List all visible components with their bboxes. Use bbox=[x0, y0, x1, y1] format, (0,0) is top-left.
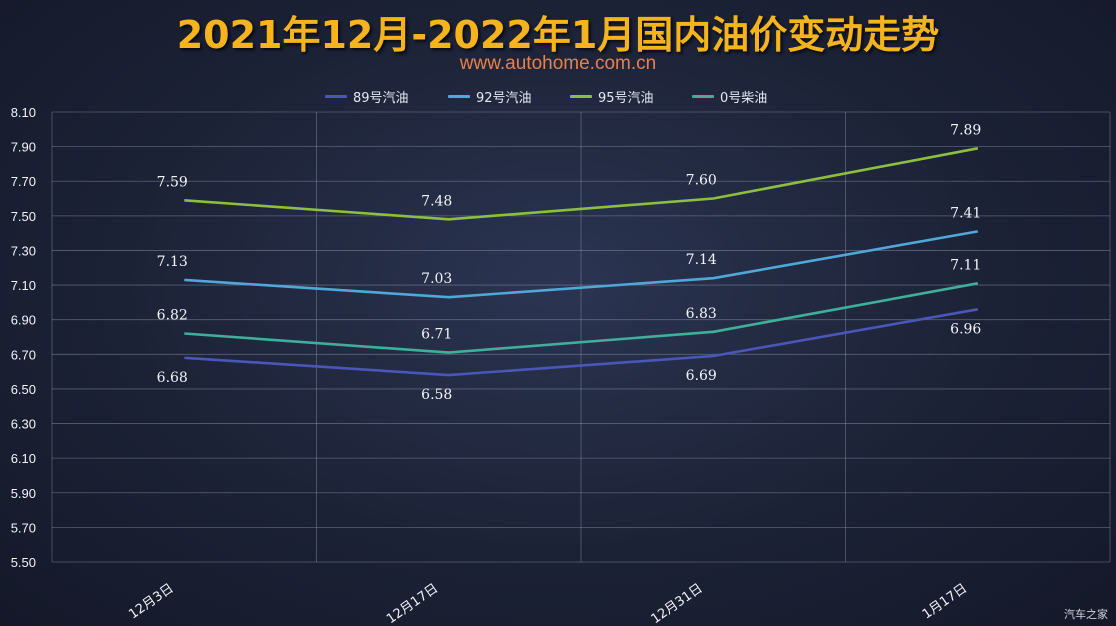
data-label-95: 7.60 bbox=[686, 173, 717, 189]
legend-item-95: 95号汽油 bbox=[570, 86, 654, 106]
y-tick-label: 7.30 bbox=[11, 243, 36, 258]
legend-label-95: 95号汽油 bbox=[598, 90, 654, 106]
y-tick-label: 6.50 bbox=[11, 382, 36, 397]
y-tick-label: 6.10 bbox=[11, 451, 36, 466]
legend-swatch-95 bbox=[570, 94, 592, 98]
chart-subtitle: www.autohome.com.cn bbox=[459, 53, 657, 74]
legend-label-89: 89号汽油 bbox=[353, 90, 409, 106]
data-label-92: 7.03 bbox=[421, 271, 452, 287]
y-tick-label: 6.90 bbox=[11, 313, 36, 328]
x-tick-label: 12月17日 bbox=[384, 581, 441, 626]
data-label-89: 6.68 bbox=[157, 370, 188, 386]
data-label-95: 7.59 bbox=[157, 174, 188, 190]
y-tick-label: 5.70 bbox=[11, 520, 36, 535]
legend-label-92: 92号汽油 bbox=[476, 90, 532, 106]
series-line-92 bbox=[184, 230, 979, 299]
y-tick-label: 7.10 bbox=[11, 278, 36, 293]
series-line-89 bbox=[184, 308, 979, 377]
data-label-92: 7.14 bbox=[686, 252, 717, 268]
y-tick-label: 8.10 bbox=[11, 105, 36, 120]
y-tick-label: 6.70 bbox=[11, 347, 36, 362]
data-label-89: 6.58 bbox=[421, 387, 452, 403]
data-label-92: 7.13 bbox=[157, 254, 188, 270]
data-label-95: 7.48 bbox=[421, 193, 452, 209]
data-label-89: 6.96 bbox=[950, 321, 981, 337]
x-tick-label: 12月3日 bbox=[126, 581, 176, 622]
legend-item-92: 92号汽油 bbox=[448, 86, 532, 106]
y-tick-label: 7.90 bbox=[11, 140, 36, 155]
data-label-0: 6.82 bbox=[157, 308, 188, 324]
legend-label-0: 0号柴油 bbox=[720, 90, 768, 106]
series-line-0 bbox=[184, 282, 979, 354]
y-tick-label: 5.90 bbox=[11, 486, 36, 501]
data-label-89: 6.69 bbox=[686, 368, 717, 384]
y-tick-label: 6.30 bbox=[11, 417, 36, 432]
y-tick-label: 7.50 bbox=[11, 209, 36, 224]
chart-legend: 89号汽油 92号汽油 95号汽油 0号柴油 bbox=[0, 86, 1116, 106]
chart-title: 2021年12月-2022年1月国内油价变动走势 bbox=[176, 13, 940, 57]
series-line-95 bbox=[184, 147, 979, 221]
y-tick-label: 7.70 bbox=[11, 174, 36, 189]
data-label-95: 7.89 bbox=[950, 122, 981, 138]
legend-item-89: 89号汽油 bbox=[325, 86, 409, 106]
legend-swatch-89 bbox=[325, 94, 347, 98]
legend-swatch-92 bbox=[448, 94, 470, 98]
data-label-92: 7.41 bbox=[950, 205, 981, 221]
y-tick-label: 5.50 bbox=[11, 555, 36, 570]
x-tick-label: 12月31日 bbox=[649, 581, 706, 626]
data-label-0: 6.71 bbox=[421, 327, 452, 343]
legend-item-0: 0号柴油 bbox=[692, 86, 767, 106]
legend-swatch-0 bbox=[692, 94, 714, 98]
x-tick-label: 1月17日 bbox=[920, 581, 970, 622]
data-label-0: 7.11 bbox=[950, 257, 981, 273]
watermark: 汽车之家 bbox=[1064, 608, 1108, 621]
data-label-0: 6.83 bbox=[686, 306, 717, 322]
